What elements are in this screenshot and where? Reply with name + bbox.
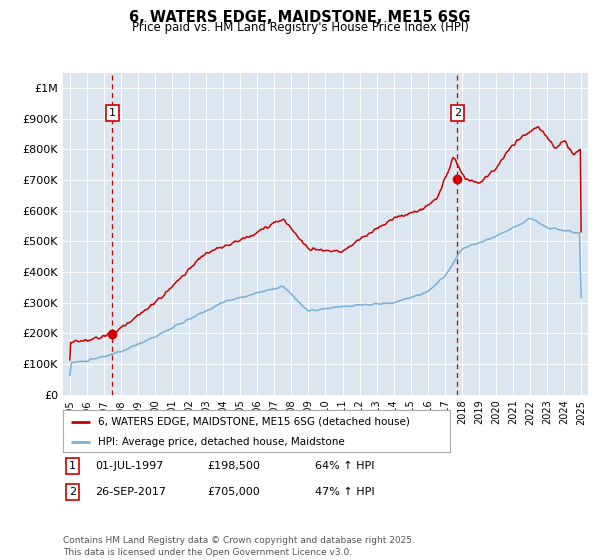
Text: 26-SEP-2017: 26-SEP-2017 [95, 487, 166, 497]
Text: £705,000: £705,000 [207, 487, 260, 497]
Text: HPI: Average price, detached house, Maidstone: HPI: Average price, detached house, Maid… [98, 437, 344, 447]
Text: Contains HM Land Registry data © Crown copyright and database right 2025.
This d: Contains HM Land Registry data © Crown c… [63, 536, 415, 557]
Text: 47% ↑ HPI: 47% ↑ HPI [315, 487, 374, 497]
Text: 1: 1 [69, 461, 76, 471]
Text: Price paid vs. HM Land Registry's House Price Index (HPI): Price paid vs. HM Land Registry's House … [131, 21, 469, 34]
Text: 1: 1 [109, 108, 116, 118]
Text: 2: 2 [454, 108, 461, 118]
Text: 01-JUL-1997: 01-JUL-1997 [95, 461, 163, 471]
Text: 64% ↑ HPI: 64% ↑ HPI [315, 461, 374, 471]
Text: 6, WATERS EDGE, MAIDSTONE, ME15 6SG: 6, WATERS EDGE, MAIDSTONE, ME15 6SG [129, 10, 471, 25]
Text: 2: 2 [69, 487, 76, 497]
Text: £198,500: £198,500 [207, 461, 260, 471]
Text: 6, WATERS EDGE, MAIDSTONE, ME15 6SG (detached house): 6, WATERS EDGE, MAIDSTONE, ME15 6SG (det… [98, 417, 410, 427]
